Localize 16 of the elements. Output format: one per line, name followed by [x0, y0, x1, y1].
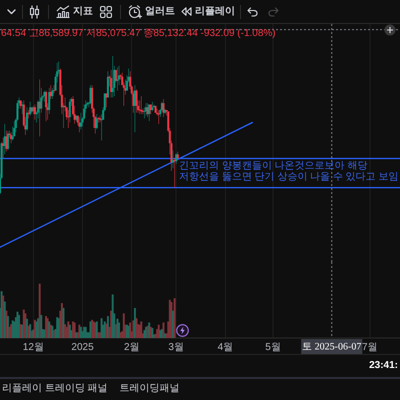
x-tick-label: 4월 [218, 342, 234, 353]
text: 리플레이 [195, 6, 235, 18]
ref-line-label: 토 2025-06-07 [302, 342, 362, 353]
x-tick-label: 2025 [71, 342, 94, 353]
text: 리플레이 트레이딩 패널 [2, 383, 108, 395]
x-tick-label: 3월 [168, 342, 184, 353]
text: 지표 [73, 6, 93, 18]
text: 트레이딩패널 [120, 383, 180, 395]
text: 얼러트 [145, 6, 175, 18]
x-tick-label: 7월 [362, 342, 378, 353]
text: 23:41: [369, 360, 398, 372]
x-tick-label: 12월 [22, 342, 44, 353]
chart-subtitle: 64.54 고86,589.97 저85,075.47 종85,132.44 -932.09 (-1.08%) [1, 28, 276, 40]
x-tick-label: 5월 [265, 342, 281, 353]
x-tick-label: 2월 [124, 342, 140, 353]
annotation: 긴꼬리의 양봉캔들이 나온것으로보아 해당 저항선을 뚫으면 단기 상승이 나올 수 있다고 보임 [179, 160, 398, 183]
